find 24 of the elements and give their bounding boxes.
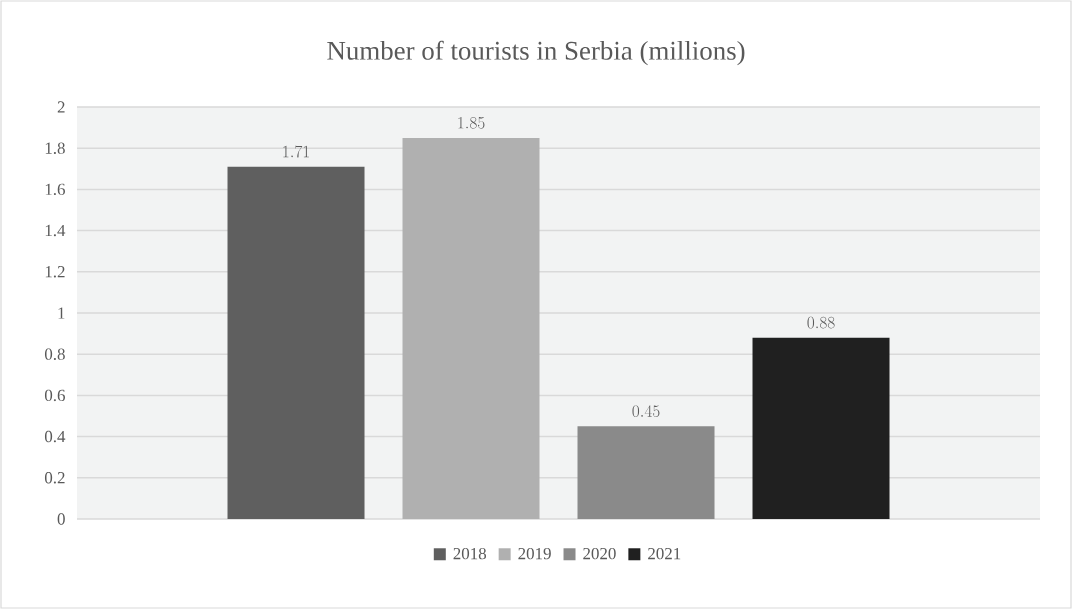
- bar: [752, 337, 890, 519]
- y-tick-label: 0.2: [44, 472, 65, 484]
- y-tick-label: 1.2: [45, 266, 65, 278]
- y-tick-label: 0.4: [44, 430, 66, 443]
- y-tick-label: 0.6: [44, 389, 65, 402]
- legend-label: 2019: [518, 547, 551, 560]
- data-label: 0.45: [632, 405, 660, 418]
- bar: [577, 426, 715, 519]
- y-tick-label: 1: [58, 307, 65, 319]
- bar: [402, 137, 540, 519]
- data-label: 1 .85: [458, 116, 485, 129]
- legend-label: 2021: [648, 547, 681, 560]
- chart-title: Number of tourists in Serbia (millions): [327, 40, 745, 66]
- y-tick-label: 0.8: [44, 348, 65, 360]
- y-tick-label: 1.6: [45, 183, 65, 196]
- bar: [227, 166, 365, 519]
- data-label: 0.88: [807, 316, 835, 329]
- y-tick-label: 0: [57, 513, 65, 525]
- y-tick-label: 2: [57, 101, 65, 113]
- data-label: 1 .71: [283, 145, 309, 158]
- y-tick-label: 1.8: [45, 142, 65, 154]
- legend-label: 2018: [453, 547, 487, 560]
- y-tick-label: 1.4: [45, 224, 66, 237]
- legend-label: 2020: [583, 547, 616, 560]
